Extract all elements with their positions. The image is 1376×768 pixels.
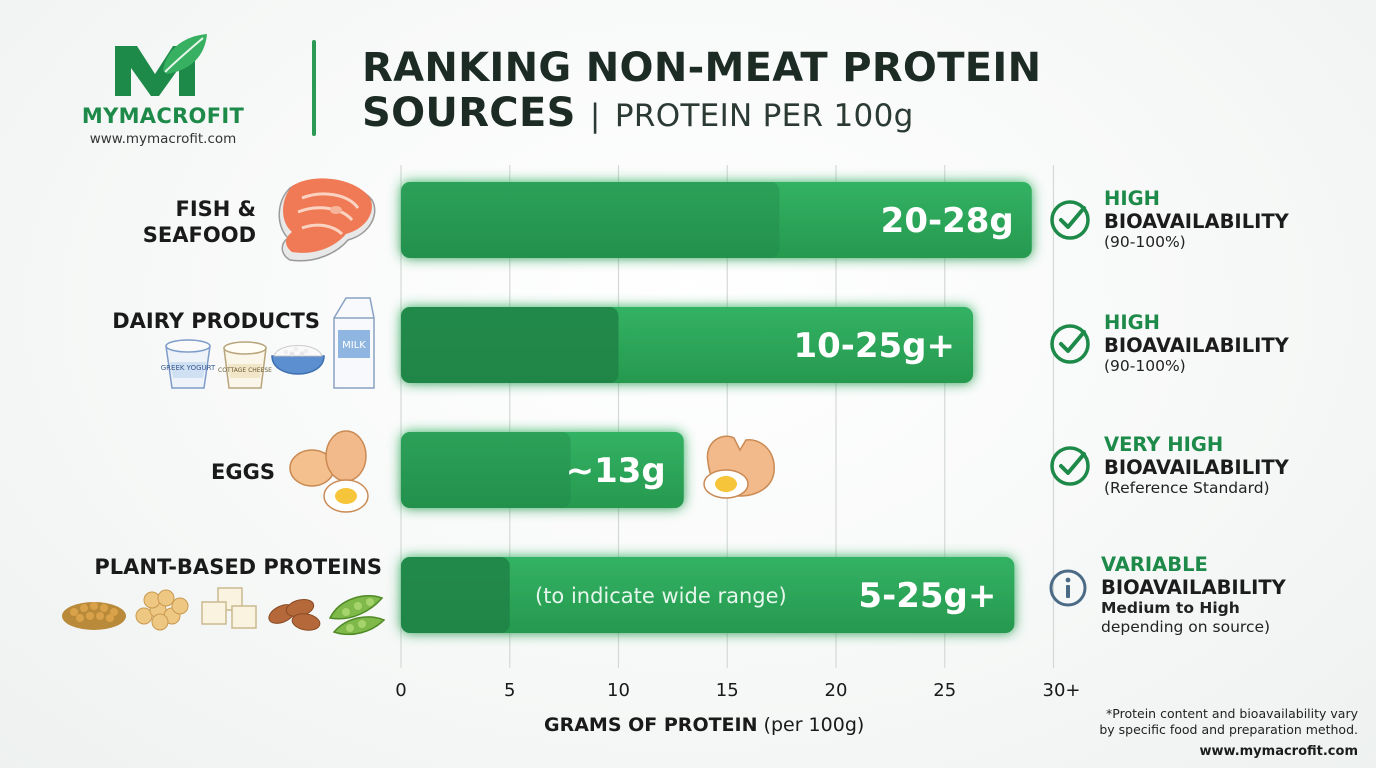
brand-url: www.mymacrofit.com (89, 131, 237, 147)
bioavailability-plant: VARIABLE BIOAVAILABILITY Medium to High … (1101, 553, 1286, 637)
bioavailability-note: Medium to High (1101, 599, 1240, 617)
check-icon (1050, 200, 1090, 240)
bioavailability-note: (90-100%) (1104, 233, 1186, 251)
brand-logo: MYMACROFIT www.mymacrofit.com (68, 30, 258, 147)
category-label-fish-text: FISH & SEAFOOD (142, 197, 256, 247)
page-title: RANKING NON-MEAT PROTEIN SOURCES | PROTE… (362, 46, 1041, 139)
x-tick-label: 10 (607, 680, 630, 701)
lentils-icon (62, 602, 126, 630)
milk-carton-text: MILK (342, 340, 366, 351)
cottage-cheese-icon: COTTAGE CHEESE (218, 341, 272, 389)
bar-value-label: 5-25g+ (858, 576, 996, 616)
bar-value-label: 10-25g+ (793, 326, 955, 366)
bioavailability-label: BIOAVAILABILITY (1101, 576, 1286, 599)
cottage-cheese-text: COTTAGE CHEESE (218, 367, 272, 374)
footnote-url: www.mymacrofit.com (1199, 744, 1359, 759)
bioavailability-label: BIOAVAILABILITY (1104, 210, 1289, 233)
title-separator: | (589, 98, 601, 134)
bioavailability-level: VERY HIGH (1104, 433, 1224, 456)
eggs-icon (289, 430, 369, 513)
bioavailability-level: HIGH (1104, 311, 1160, 334)
bar-group: 20-28g (401, 182, 1032, 258)
bar-dark-segment (401, 557, 510, 633)
x-axis-title: GRAMS OF PROTEIN (544, 714, 758, 736)
bioavailability-fish: HIGH BIOAVAILABILITY (90-100%) (1104, 187, 1289, 252)
info-icon (1049, 569, 1087, 607)
bioavailability-dairy: HIGH BIOAVAILABILITY (90-100%) (1104, 311, 1289, 376)
bar-shade (401, 432, 571, 508)
bar-value-label: 20-28g (881, 201, 1014, 241)
bioavailability-eggs: VERY HIGH BIOAVAILABILITY (Reference Sta… (1104, 433, 1289, 498)
title-line1: RANKING NON-MEAT PROTEIN (362, 45, 1042, 91)
bioavailability-note: (Reference Standard) (1104, 479, 1270, 497)
bar (401, 432, 684, 508)
title-line2: SOURCES (362, 90, 576, 136)
bioavailability-note2: depending on source) (1101, 618, 1271, 636)
bioavailability-note: (90-100%) (1104, 357, 1186, 375)
x-tick-label: 30+ (1043, 680, 1081, 701)
bar-group: 5-25g+ (to indicate wide range) (401, 557, 1015, 633)
footnote-line1: *Protein content and bioavailability var… (1106, 706, 1358, 721)
x-tick-label: 0 (395, 680, 406, 701)
milk-carton-icon: MILK (333, 297, 375, 389)
bioavailability-level: HIGH (1104, 187, 1160, 210)
header-divider (312, 40, 316, 136)
bar-annotation: (to indicate wide range) (535, 584, 787, 608)
bioavailability-label: BIOAVAILABILITY (1104, 456, 1289, 479)
footnote: *Protein content and bioavailability var… (1099, 706, 1358, 760)
bar-shade (401, 182, 780, 258)
logo-mark-icon (115, 34, 207, 96)
yogurt-cup-text: GREEK YOGURT (161, 364, 216, 372)
brand-name: MYMACROFIT (81, 104, 245, 128)
bar-dark-segment (401, 307, 619, 383)
edamame-icon (328, 595, 386, 636)
category-label-fish: FISH & SEAFOOD (100, 196, 256, 248)
category-label-dairy: DAIRY PRODUCTS (112, 309, 320, 333)
chickpeas-icon (135, 589, 189, 631)
chart-subtitle: PROTEIN PER 100g (614, 98, 914, 134)
x-tick-label: 25 (933, 680, 956, 701)
x-axis-unit: (per 100g) (763, 714, 865, 736)
x-tick-label: 20 (825, 680, 848, 701)
check-icon (1050, 324, 1090, 364)
x-axis-label: GRAMS OF PROTEIN (per 100g) (544, 714, 864, 736)
salmon-steak-icon (278, 178, 376, 262)
bar (401, 557, 1015, 633)
x-tick-label: 5 (504, 680, 515, 701)
bar-value-label: ~13g (566, 451, 666, 491)
bioavailability-label: BIOAVAILABILITY (1104, 334, 1289, 357)
category-label-plant: PLANT-BASED PROTEINS (94, 555, 382, 579)
bar-group: 10-25g+ (401, 307, 974, 383)
x-tick-label: 15 (716, 680, 739, 701)
rice-bowl-icon (271, 345, 325, 375)
tofu-icon (201, 587, 257, 629)
bar (401, 182, 1032, 258)
footnote-line2: by specific food and preparation method. (1099, 722, 1358, 737)
almonds-icon (268, 598, 321, 631)
cracked-egg-icon (703, 435, 775, 499)
bar-group: ~13g (401, 432, 684, 508)
yogurt-cup-icon: GREEK YOGURT (161, 339, 216, 389)
category-label-eggs: EGGS (211, 460, 275, 484)
bioavailability-level: VARIABLE (1101, 553, 1208, 576)
check-icon (1050, 446, 1090, 486)
